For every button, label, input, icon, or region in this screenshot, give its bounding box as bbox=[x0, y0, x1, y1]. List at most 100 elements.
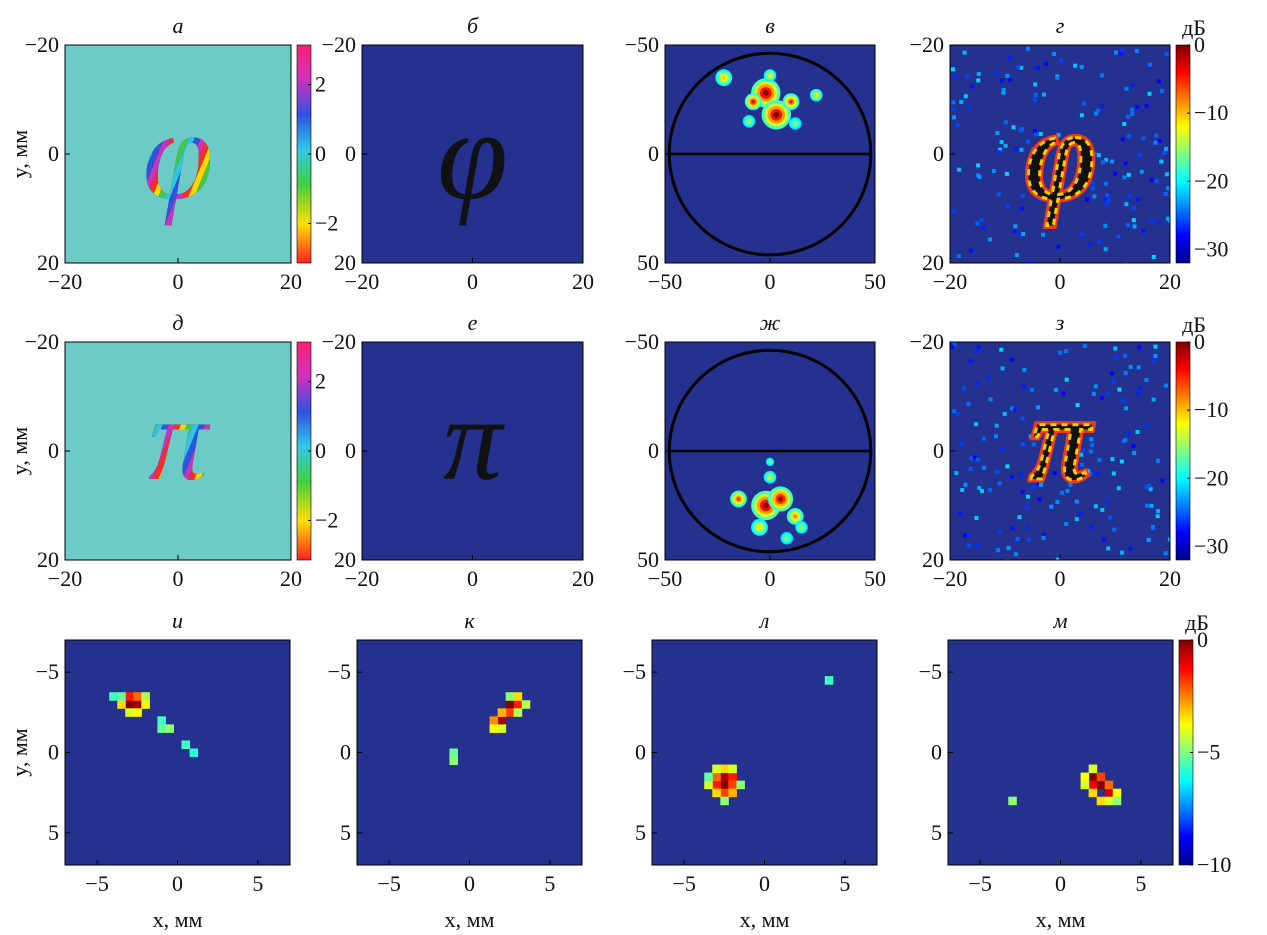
x-tick-label: −20 bbox=[933, 269, 967, 294]
noise-pixel bbox=[1061, 391, 1066, 396]
noise-pixel bbox=[1026, 139, 1031, 144]
y-tick-label: 5 bbox=[340, 820, 351, 845]
colorbar-tick-label: 0 bbox=[315, 141, 326, 166]
y-tick-label: 20 bbox=[334, 250, 356, 275]
intensity-spot bbox=[814, 93, 818, 97]
noise-pixel bbox=[1120, 398, 1125, 403]
glyph-shape: π bbox=[443, 374, 505, 505]
x-tick-label: −20 bbox=[933, 566, 967, 591]
noise-pixel bbox=[1111, 471, 1116, 476]
noise-pixel bbox=[1163, 192, 1168, 197]
noise-pixel bbox=[1039, 482, 1044, 487]
noise-pixel bbox=[1079, 452, 1084, 457]
noise-pixel bbox=[966, 534, 971, 539]
panel-i: и −5 0 5 −5 0 5 y, мм x, мм bbox=[7, 608, 291, 932]
noise-pixel bbox=[1072, 465, 1077, 470]
panel-title: е bbox=[468, 310, 478, 335]
noise-pixel bbox=[993, 434, 998, 439]
phase-stripe bbox=[143, 84, 214, 226]
phase-stripe bbox=[0, 45, 5, 263]
intensity-pixel bbox=[736, 780, 745, 790]
noise-pixel bbox=[1058, 350, 1063, 355]
intensity-pixel bbox=[1096, 796, 1106, 806]
x-tick-label: 0 bbox=[172, 871, 183, 896]
y-tick-label: 20 bbox=[922, 250, 944, 275]
noise-pixel bbox=[1112, 527, 1117, 532]
noise-pixel bbox=[1122, 353, 1127, 358]
noise-pixel bbox=[1092, 194, 1097, 199]
intensity-pixel bbox=[189, 748, 199, 758]
intensity-pixel bbox=[157, 724, 166, 733]
phase-stripe bbox=[142, 84, 179, 226]
noise-pixel bbox=[979, 489, 984, 494]
noise-pixel bbox=[1167, 537, 1170, 542]
noise-pixel bbox=[1105, 391, 1110, 396]
noise-pixel bbox=[1087, 427, 1092, 432]
noise-pixel bbox=[1128, 546, 1133, 551]
noise-pixel bbox=[1166, 186, 1170, 191]
noise-pixel bbox=[952, 409, 957, 414]
noise-pixel bbox=[1022, 367, 1027, 372]
intensity-spot bbox=[800, 526, 803, 529]
noise-pixel bbox=[1126, 114, 1131, 119]
noise-pixel bbox=[991, 169, 996, 174]
intensity-pixel bbox=[720, 772, 729, 782]
intensity-pixel bbox=[133, 700, 142, 709]
colorbar-tick-label: 0 bbox=[315, 438, 326, 463]
noise-pixel bbox=[1084, 429, 1089, 434]
noise-pixel bbox=[1141, 136, 1146, 141]
noise-pixel bbox=[1130, 82, 1135, 87]
intensity-pixel bbox=[489, 724, 499, 733]
intensity-pixel bbox=[712, 780, 721, 790]
intensity-spot bbox=[757, 525, 762, 529]
noise-pixel bbox=[975, 457, 980, 462]
noise-pixel bbox=[1018, 472, 1023, 477]
noise-pixel bbox=[1057, 187, 1062, 192]
noise-pixel bbox=[1131, 444, 1136, 449]
noise-pixel bbox=[1144, 423, 1149, 428]
noise-pixel bbox=[1120, 137, 1125, 142]
intensity-pixel bbox=[449, 748, 458, 758]
noise-pixel bbox=[976, 78, 981, 83]
noise-pixel bbox=[970, 84, 975, 89]
noise-pixel bbox=[954, 471, 959, 476]
colorbar-tick-label: −20 bbox=[1194, 465, 1228, 490]
intensity-pixel bbox=[141, 700, 150, 709]
noise-pixel bbox=[972, 455, 977, 460]
noise-pixel bbox=[1054, 186, 1059, 191]
noise-pixel bbox=[1056, 132, 1061, 137]
noise-pixel bbox=[1041, 535, 1046, 540]
x-tick-label: 0 bbox=[173, 566, 184, 591]
noise-pixel bbox=[1020, 416, 1025, 421]
x-tick-label: 20 bbox=[280, 269, 302, 294]
glyph-shape: π bbox=[1030, 374, 1092, 505]
intensity-pixel bbox=[513, 692, 523, 701]
noise-pixel bbox=[958, 511, 963, 516]
panel-k: л −5 0 5 −5 0 5 x, мм bbox=[623, 608, 878, 932]
noise-pixel bbox=[1100, 73, 1105, 78]
glyph-shape: π bbox=[1030, 374, 1092, 505]
panel-j: к −5 0 5 −5 0 5 x, мм bbox=[328, 608, 583, 932]
y-tick-label: −5 bbox=[36, 659, 59, 684]
noise-pixel bbox=[1113, 346, 1118, 351]
noise-pixel bbox=[1164, 52, 1169, 57]
x-tick-label: 0 bbox=[1055, 566, 1066, 591]
intensity-pixel bbox=[728, 780, 737, 790]
noise-pixel bbox=[1154, 133, 1159, 138]
noise-pixel bbox=[961, 386, 966, 391]
noise-pixel bbox=[955, 123, 960, 128]
noise-pixel bbox=[1096, 108, 1101, 113]
noise-pixel bbox=[1004, 171, 1009, 176]
y-tick-label: 0 bbox=[345, 438, 356, 463]
phase-stripe bbox=[155, 374, 211, 505]
noise-pixel bbox=[1164, 146, 1169, 151]
noise-pixel bbox=[1144, 103, 1149, 108]
intensity-spot bbox=[747, 120, 751, 123]
intensity-pixel bbox=[728, 788, 737, 798]
noise-pixel bbox=[1120, 48, 1125, 53]
phase-stripe bbox=[142, 84, 167, 226]
noise-pixel bbox=[1124, 86, 1129, 91]
